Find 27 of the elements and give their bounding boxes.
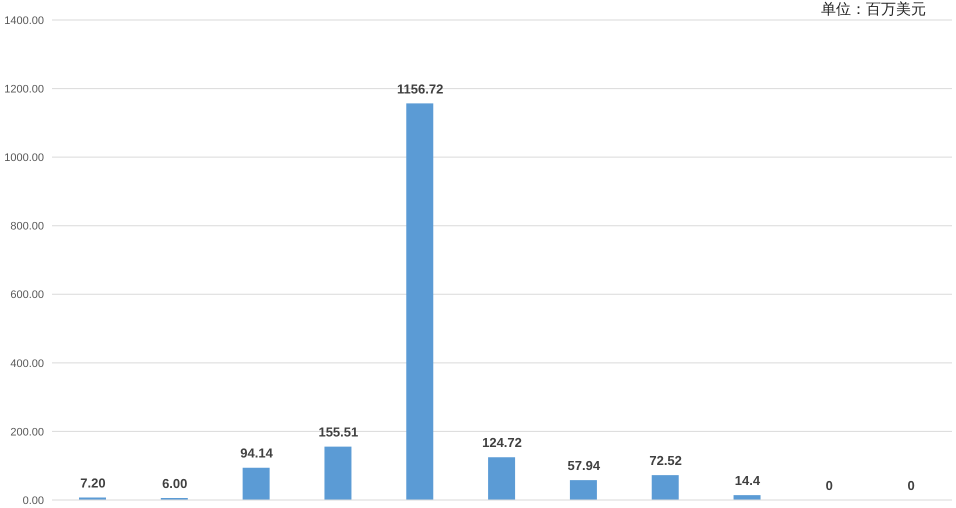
y-tick-label: 0.00 — [22, 494, 44, 507]
bar — [734, 495, 761, 500]
data-label: 1156.72 — [397, 81, 444, 96]
data-label: 0 — [907, 478, 915, 493]
data-label: 14.4 — [734, 473, 761, 488]
data-label: 124.72 — [482, 435, 522, 450]
y-tick-label: 800.00 — [10, 220, 44, 233]
data-label: 94.14 — [240, 446, 274, 461]
y-tick-label: 1400.00 — [4, 14, 44, 27]
bar — [652, 475, 679, 500]
bar — [570, 480, 597, 500]
y-tick-label: 600.00 — [10, 289, 44, 302]
data-label: 72.52 — [649, 453, 682, 468]
bar — [488, 457, 516, 500]
data-label: 57.94 — [568, 458, 601, 474]
data-label: 155.51 — [318, 424, 358, 440]
y-tick-label: 200.00 — [10, 426, 44, 438]
bar — [242, 468, 270, 500]
data-label: 6.00 — [162, 476, 188, 491]
text: 单位：百万美元 — [821, 0, 926, 19]
data-label: 7.20 — [80, 476, 106, 491]
y-tick-label: 1200.00 — [4, 83, 44, 96]
y-tick-label: 400.00 — [10, 358, 44, 370]
bar — [406, 103, 434, 500]
data-label: 0 — [826, 478, 833, 493]
y-tick-label: 1000.00 — [4, 152, 44, 164]
bar — [324, 446, 352, 500]
